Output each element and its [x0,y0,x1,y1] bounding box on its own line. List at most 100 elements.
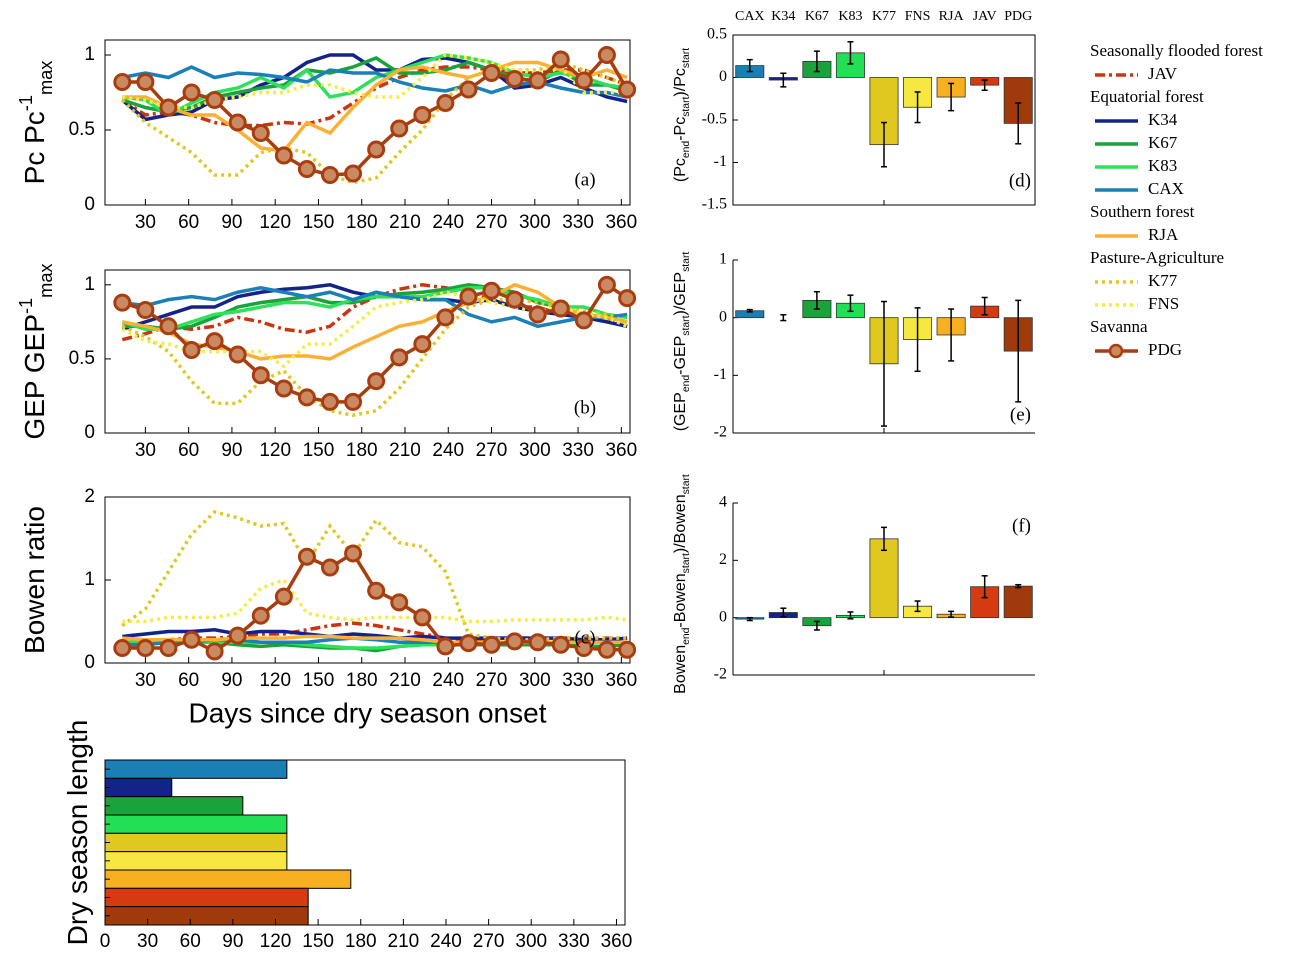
series-marker [597,275,616,294]
error-bar [948,82,955,112]
label-part: )/GEP [672,272,689,316]
y-tick-label: -1.5 [702,196,727,213]
series-marker [251,366,270,385]
x-tick-label: 330 [562,670,594,691]
category-label: K77 [872,9,896,24]
axis-label: (GEPend-GEPstart)/GEPstart [672,252,692,432]
series-marker [413,608,432,627]
series-marker [182,83,201,102]
series-marker [390,593,409,612]
series-marker [551,299,570,318]
bar [104,759,288,779]
x-tick-label: 240 [432,670,464,691]
axis-label: (Pcend-Pcstart)/Pcstart [672,48,692,182]
legend-label: PDG [1148,340,1182,359]
series-marker [551,635,570,654]
bar [104,851,288,871]
x-tick-label: 240 [432,440,464,461]
series-marker [228,113,247,132]
y-tick-label: 0.5 [707,26,727,43]
series-marker [159,639,178,658]
series-marker [205,332,224,351]
error-bar [746,308,753,313]
error-bar [1015,299,1022,403]
legend-marker [1108,343,1124,359]
series-marker [618,80,637,99]
x-tick-label: 30 [135,670,156,691]
plot-frame [104,39,631,206]
x-tick-label: 300 [515,931,547,952]
x-tick-label: 90 [221,670,242,691]
x-tick-label: 60 [178,440,199,461]
x-tick-label: 0 [100,931,111,952]
series-marker [321,166,339,184]
y-tick-label: 0 [719,308,727,325]
plot-frame [104,269,631,434]
label-part: end [681,375,692,393]
x-tick-label: 210 [389,670,421,691]
x-tick-label: 330 [562,212,594,233]
y-tick-label: 1 [84,44,95,65]
series-line [121,510,628,642]
category-label: RJA [939,9,965,24]
series-marker [436,94,455,112]
panel-annotation: (f) [1012,515,1031,536]
x-tick-label: 120 [259,212,291,233]
bar [869,538,899,619]
series-marker [182,630,201,649]
series-marker [367,372,386,391]
series-marker [436,308,455,327]
series-marker [321,558,339,577]
series-marker [297,388,316,407]
x-tick-label: 360 [601,931,633,952]
y-tick-label: 0 [719,608,727,625]
legend-label: CAX [1148,179,1184,198]
series-marker [551,50,570,69]
series-marker [413,106,432,124]
series-marker [136,73,155,91]
bar [104,832,288,853]
series-marker [113,293,132,312]
series-marker [459,287,478,306]
x-tick-label: 270 [476,440,508,461]
label-part: -GEP [672,336,689,375]
axis-label: GEP GEP-1max [16,263,56,439]
series-marker [205,642,224,661]
label-part: start [681,474,692,494]
error-bar [981,296,988,316]
label-part: max [36,61,56,95]
legend-group: Equatorial forest [1090,87,1204,106]
axis-label: Bowen ratio [19,506,50,654]
bar [1003,585,1033,619]
bar [104,869,352,889]
series-marker [136,639,155,658]
x-tick-label: 90 [221,212,242,233]
series-marker [482,64,501,82]
label-part: )/Pc [672,68,689,96]
x-tick-label: 90 [222,931,243,952]
series-marker [505,632,524,651]
error-bar [914,307,921,373]
series-marker [274,379,293,398]
x-tick-label: 180 [346,440,378,461]
bar [104,814,288,834]
label-part: Pc Pc [19,111,50,184]
x-tick-label: 150 [303,440,335,461]
series-marker [297,547,316,566]
y-tick-label: 0 [84,652,95,673]
series-marker [597,46,616,64]
series-marker [574,71,593,90]
series-line [122,577,628,624]
series-marker [182,341,201,360]
error-bar [746,58,753,73]
label-part: Dry season length [62,720,93,946]
series-marker [228,626,247,645]
error-bar [914,600,921,613]
axis-label: Pc Pc-1max [16,61,56,185]
category-label: K34 [771,9,795,24]
error-bar [813,50,820,73]
error-bar [881,300,887,427]
panel-annotation: (b) [574,397,596,418]
series-marker [528,633,547,652]
